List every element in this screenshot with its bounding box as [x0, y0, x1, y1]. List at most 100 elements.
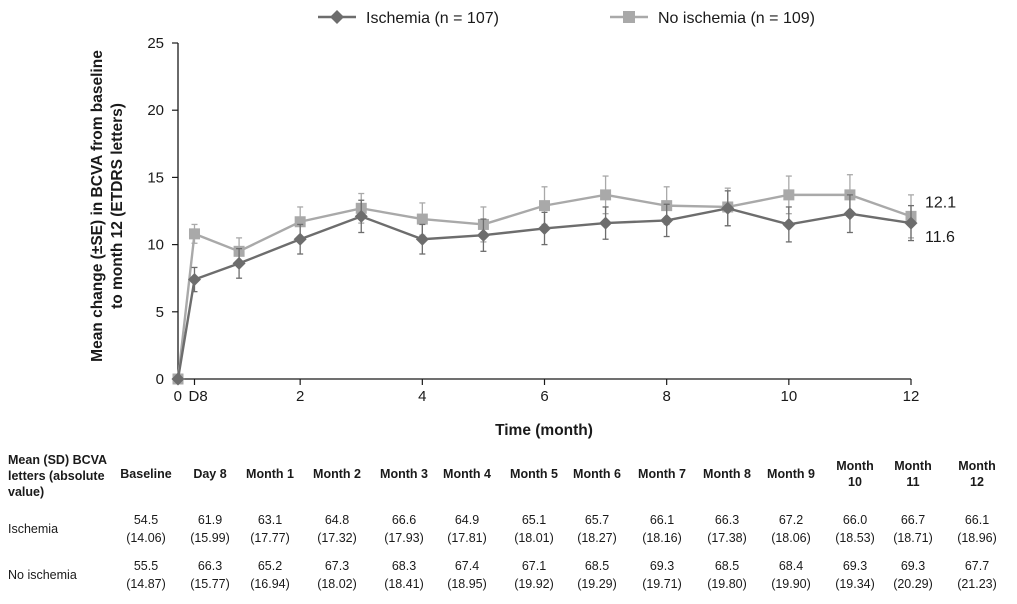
- x-tick-label: 10: [780, 388, 797, 405]
- y-tick-label: 10: [147, 237, 164, 254]
- table-cell-sd: (18.01): [514, 531, 554, 545]
- end-value-label: 12.1: [925, 194, 956, 211]
- row-label: Ischemia: [8, 522, 59, 536]
- table-cell-sd: (18.53): [835, 531, 875, 545]
- diamond-marker: [599, 216, 613, 230]
- series-ischemia: 11.6: [171, 190, 955, 386]
- y-tick-label: 0: [156, 371, 164, 388]
- table-cell-sd: (14.06): [126, 531, 166, 545]
- diamond-marker: [171, 372, 185, 386]
- series-layer: 12.1 11.6: [171, 174, 956, 386]
- diamond-marker: [660, 213, 674, 227]
- table-cell-mean: 66.3: [197, 559, 223, 573]
- legend-square-marker: [623, 11, 635, 23]
- table-cell-mean: 67.3: [324, 559, 350, 573]
- legend-item: No ischemia (n = 109): [610, 10, 815, 27]
- diamond-marker: [476, 228, 490, 242]
- column-header: Month 3: [380, 467, 428, 481]
- table-cell-mean: 68.5: [714, 559, 740, 573]
- diamond-marker: [538, 221, 551, 235]
- table-cell-sd: (17.77): [250, 531, 290, 545]
- legend-diamond-marker: [330, 10, 344, 24]
- y-axis-title-line-2: to month 12 (ETDRS letters): [109, 103, 126, 309]
- table-cell-sd: (20.29): [893, 577, 933, 591]
- table-cell-sd: (19.90): [771, 577, 811, 591]
- table-cell-sd: (16.94): [250, 577, 290, 591]
- y-tick-label: 5: [156, 304, 164, 321]
- table-cell-sd: (17.32): [317, 531, 357, 545]
- y-tick-label: 15: [147, 169, 164, 186]
- table-cell-mean: 67.7: [964, 559, 990, 573]
- y-tick-label: 25: [147, 35, 164, 52]
- table-cell-sd: (17.81): [447, 531, 487, 545]
- table-cell-mean: 65.1: [521, 513, 547, 527]
- diamond-marker: [354, 209, 368, 223]
- line-chart: Ischemia (n = 107) No ischemia (n = 109) …: [89, 10, 956, 439]
- table-cell-mean: 69.3: [842, 559, 868, 573]
- table-cell-sd: (19.71): [642, 577, 682, 591]
- column-header: Month 9: [767, 467, 815, 481]
- table-cell-sd: (19.29): [577, 577, 617, 591]
- table-cell-mean: 66.3: [714, 513, 740, 527]
- x-axis-title: Time (month): [495, 422, 593, 439]
- diamond-marker: [293, 232, 307, 246]
- table-cell-mean: 66.1: [964, 513, 990, 527]
- table-cell-sd: (21.23): [957, 577, 997, 591]
- column-header: Month 2: [313, 467, 361, 481]
- square-marker: [783, 189, 795, 201]
- table-cell-sd: (18.41): [384, 577, 424, 591]
- x-tick-label: 4: [418, 388, 426, 405]
- square-marker: [600, 189, 612, 201]
- table-cell-mean: 55.5: [133, 559, 159, 573]
- diamond-marker: [904, 216, 918, 230]
- table-cell-mean: 68.3: [391, 559, 417, 573]
- column-header: Month 6: [573, 467, 621, 481]
- table-cell-sd: (18.96): [957, 531, 997, 545]
- x-tick-label: 0: [174, 388, 182, 405]
- x-tick-label: 6: [540, 388, 548, 405]
- table-cell-sd: (18.16): [642, 531, 682, 545]
- table-cell-sd: (18.06): [771, 531, 811, 545]
- column-header: Month 10: [836, 459, 874, 489]
- x-tick-label: 12: [903, 388, 920, 405]
- table-cell-mean: 64.8: [324, 513, 350, 527]
- column-header: Month 5: [510, 467, 558, 481]
- square-marker: [539, 200, 550, 212]
- column-header: Month 1: [246, 467, 294, 481]
- table-cell-mean: 68.4: [778, 559, 804, 573]
- y-axis: 0 5 10 15 20 25: [147, 35, 179, 388]
- table-cell-mean: 66.7: [900, 513, 926, 527]
- table-cell-mean: 64.9: [454, 513, 480, 527]
- table-cell-sd: (17.93): [384, 531, 424, 545]
- legend: Ischemia (n = 107) No ischemia (n = 109): [318, 10, 815, 27]
- x-tick-label: D8: [188, 388, 207, 405]
- table-cell-mean: 54.5: [133, 513, 159, 527]
- table-cell-mean: 67.1: [521, 559, 547, 573]
- y-tick-label: 20: [147, 102, 164, 119]
- table-cell-mean: 61.9: [197, 513, 223, 527]
- table-cell-sd: (18.27): [577, 531, 617, 545]
- square-marker: [188, 228, 200, 240]
- series-line: [176, 193, 912, 380]
- column-header: Month 11: [894, 459, 932, 489]
- table-cell-mean: 68.5: [584, 559, 610, 573]
- column-header: Month 7: [638, 467, 686, 481]
- y-axis-title-line-1: Mean change (±SE) in BCVA from baseline: [89, 50, 106, 362]
- table-cell-sd: (14.87): [126, 577, 166, 591]
- legend-label: Ischemia (n = 107): [366, 10, 499, 27]
- table-cell-mean: 69.3: [900, 559, 926, 573]
- table-cell-mean: 69.3: [649, 559, 675, 573]
- x-tick-label: 2: [296, 388, 304, 405]
- end-value-label: 11.6: [925, 229, 955, 246]
- table-cell-mean: 66.0: [842, 513, 868, 527]
- table-cell-mean: 65.7: [584, 513, 610, 527]
- diamond-marker: [232, 256, 246, 270]
- row-label: No ischemia: [8, 568, 77, 582]
- table-corner-header: Mean (SD) BCVA letters (absolute value): [8, 453, 107, 499]
- column-header: Day 8: [193, 467, 227, 481]
- y-axis-title: Mean change (±SE) in BCVA from baseline …: [89, 50, 126, 362]
- table-cell-mean: 63.1: [257, 513, 283, 527]
- table-cell-sd: (19.92): [514, 577, 554, 591]
- table-cell-sd: (19.80): [707, 577, 747, 591]
- legend-label: No ischemia (n = 109): [658, 10, 815, 27]
